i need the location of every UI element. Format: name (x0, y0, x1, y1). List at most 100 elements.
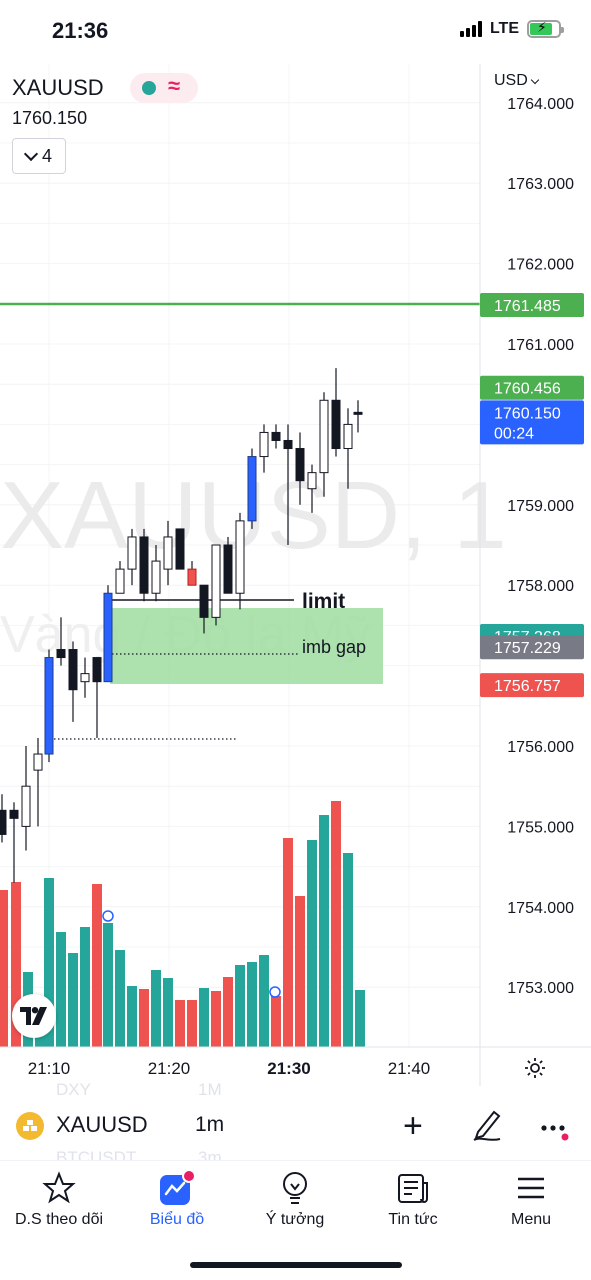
star-icon (42, 1171, 76, 1204)
battery-icon: ⚡ (527, 19, 564, 38)
candle-body (343, 423, 353, 450)
candle-body (151, 560, 161, 594)
market-open-icon (142, 81, 156, 95)
candle-body (235, 520, 245, 594)
volume-bar (223, 977, 233, 1047)
price-badge (480, 400, 584, 445)
nav-item-news[interactable]: Tin tức (354, 1169, 472, 1229)
price-badge-label: 1761.485 (494, 298, 561, 315)
price-badge-label: 1760.456 (494, 381, 561, 398)
price-labels: 1761.4851760.4561760.15000:241757.368175… (480, 293, 584, 698)
candle-body (271, 431, 281, 441)
limit-label: limit (302, 590, 345, 613)
candle-body (0, 809, 7, 835)
nav-item-ideas[interactable]: Ý tưởng (236, 1169, 354, 1229)
toolbar-symbol[interactable]: XAUUSD (56, 1112, 148, 1137)
price-badge-label: 1756.757 (494, 678, 561, 695)
gear-icon[interactable] (523, 1056, 547, 1085)
time-tick: 21:30 (267, 1059, 310, 1078)
symbol-toolbar: DXY 1M BTCUSDT 3m XAUUSD 1m + (0, 1080, 591, 1167)
pen-icon[interactable] (470, 1106, 504, 1147)
volume-bar (319, 815, 329, 1047)
price-badge (480, 635, 584, 660)
price-badge (480, 293, 584, 318)
imbalance-zone (110, 608, 383, 684)
status-bar: 21:36 LTE ⚡ (0, 0, 591, 64)
status-indicators: LTE ⚡ (459, 19, 564, 38)
volume-bar (92, 884, 102, 1047)
time-tick: 21:40 (388, 1059, 431, 1078)
ghost-row-symbol: DXY (56, 1080, 91, 1099)
candle-body (211, 544, 221, 618)
volume-bar (355, 990, 365, 1047)
price-badge-label: 1760.150 (494, 405, 561, 422)
imb-gap-label: imb gap (302, 637, 366, 657)
volume-bar (187, 1000, 197, 1047)
price-badge (480, 375, 584, 400)
currency-selector[interactable]: USD (494, 72, 540, 90)
indicator-toggle[interactable]: 4 (12, 138, 66, 174)
volume-bars (0, 801, 365, 1047)
candle-body (259, 431, 269, 458)
lightbulb-icon (283, 1172, 307, 1204)
volume-bar (199, 988, 209, 1047)
time-axis: 21:10 21:20 21:30 21:40 (28, 1059, 431, 1078)
toolbar-interval[interactable]: 1m (195, 1113, 225, 1136)
candle-body (33, 753, 43, 771)
candle-body (80, 673, 90, 683)
candle-body (103, 592, 113, 683)
price-tick: 1764.000 (507, 96, 574, 113)
nav-label: Ý tưởng (265, 1211, 325, 1228)
status-time: 21:36 (52, 18, 109, 43)
candle-body (139, 536, 149, 594)
candle-body (21, 785, 31, 827)
price-badge (480, 673, 584, 698)
volume-bar (139, 989, 149, 1047)
candle-body (331, 399, 341, 450)
indicator-count: 4 (41, 145, 52, 166)
menu-icon (518, 1177, 544, 1199)
network-type: LTE (489, 20, 519, 37)
home-indicator (190, 1262, 402, 1268)
candle-body (115, 568, 125, 594)
nav-item-watchlist[interactable]: D.S theo dõi (0, 1169, 118, 1229)
header-price: 1760.150 (12, 108, 88, 128)
volume-bar (151, 970, 161, 1047)
more-dots-icon[interactable] (540, 1108, 570, 1149)
volume-bar (259, 955, 269, 1047)
volume-bar (127, 986, 137, 1047)
candle-body (127, 536, 137, 570)
countdown-label: 00:24 (494, 425, 534, 442)
volume-bar (163, 978, 173, 1047)
plus-icon[interactable]: + (403, 1107, 423, 1145)
chart-area[interactable]: XAUUSD, 1 Vàng / Đô la Mỹ limit imb gap … (0, 64, 591, 1104)
volume-bar (283, 838, 293, 1047)
time-tick: 21:20 (148, 1059, 191, 1078)
price-tick: 1754.000 (507, 900, 574, 917)
price-tick: 1759.000 (507, 498, 574, 515)
time-tick: 21:10 (28, 1059, 71, 1078)
volume-bar (44, 878, 54, 1047)
nav-item-chart[interactable]: Biểu đồ (118, 1169, 236, 1229)
header-symbol[interactable]: XAUUSD (12, 75, 104, 100)
candle-body (283, 439, 293, 450)
tradingview-logo-icon[interactable] (12, 994, 56, 1038)
event-marker (269, 986, 281, 998)
volume-bar (80, 927, 90, 1047)
price-chart[interactable]: XAUUSD, 1 Vàng / Đô la Mỹ limit imb gap … (0, 64, 591, 1104)
nav-item-menu[interactable]: Menu (472, 1169, 590, 1229)
chart-icon (160, 1169, 196, 1205)
candle-body (187, 568, 197, 586)
price-badge-label: 1757.229 (494, 640, 561, 657)
candle-body (163, 536, 173, 570)
price-tick: 1758.000 (507, 578, 574, 595)
market-status-pill[interactable]: ≈ (130, 73, 198, 103)
volume-bar (175, 1000, 185, 1047)
candle-body (9, 809, 19, 819)
candles (0, 368, 363, 883)
volume-bar (211, 991, 221, 1047)
candle-body (353, 411, 363, 415)
volume-bar (271, 996, 281, 1047)
volume-bar (343, 853, 353, 1047)
volume-bar (247, 962, 257, 1047)
